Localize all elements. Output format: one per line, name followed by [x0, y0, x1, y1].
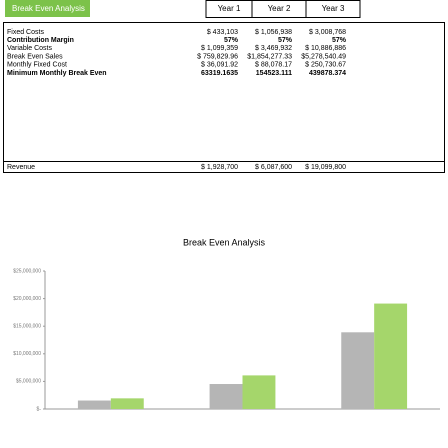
- cell-value: $ 19,099,800: [305, 164, 346, 171]
- y-tick-label: $15,000,000: [13, 324, 41, 330]
- cell-value: $ 250,730.67: [305, 62, 346, 69]
- year-header: Year 2: [268, 4, 291, 13]
- cell-value: $ 1,099,359: [201, 45, 238, 52]
- cell-value: 439878.374: [309, 70, 346, 77]
- row-label: Variable Costs: [7, 45, 53, 52]
- cell-value: $ 10,886,886: [305, 45, 346, 52]
- cell-value: 57%: [332, 37, 347, 44]
- row-label: Contribution Margin: [7, 37, 74, 44]
- bar: [77, 400, 111, 409]
- row-label: Revenue: [7, 164, 35, 171]
- year-header: Year 1: [218, 4, 241, 13]
- row-label: Fixed Costs: [7, 29, 44, 36]
- bar: [242, 375, 276, 409]
- year-header: Year 3: [322, 4, 345, 13]
- y-tick-label: $25,000,000: [13, 268, 41, 274]
- y-tick-label: $10,000,000: [13, 351, 41, 357]
- cell-value: $ 6,087,600: [255, 164, 292, 171]
- cell-value: 57%: [278, 37, 293, 44]
- cell-value: $5,278,540.49: [301, 53, 346, 60]
- row-label: Minimum Monthly Break Even: [7, 70, 107, 77]
- y-tick-label: $5,000,000: [16, 379, 41, 385]
- bar: [341, 332, 375, 409]
- y-tick-label: $-: [37, 406, 42, 412]
- year-cell: [305, 0, 361, 18]
- row-label: Break Even Sales: [7, 53, 63, 60]
- chart-title: Break Even Analysis: [183, 237, 266, 247]
- cell-value: $ 1,928,700: [201, 164, 238, 171]
- cell-value: 63319.1635: [201, 70, 238, 77]
- bar: [209, 384, 243, 409]
- cell-value: $ 3,469,932: [255, 45, 292, 52]
- cell-value: 57%: [224, 37, 239, 44]
- bar: [110, 398, 144, 409]
- sheet-title: Break Even Analysis: [12, 4, 85, 13]
- cell-value: $ 433,103: [207, 29, 238, 36]
- bar: [374, 303, 408, 409]
- cell-value: $ 759,829.96: [197, 53, 238, 60]
- cell-value: $1,854,277.33: [247, 53, 292, 60]
- title-cell: [5, 0, 90, 17]
- revenue-row-border: [3, 161, 445, 173]
- y-tick-label: $20,000,000: [13, 296, 41, 302]
- cell-value: $ 3,008,768: [309, 29, 346, 36]
- cell-value: $ 36,091.92: [201, 62, 238, 69]
- cell-value: 154523.111: [256, 70, 292, 77]
- cell-value: $ 1,056,938: [255, 29, 292, 36]
- cell-value: $ 88,078.17: [255, 62, 292, 69]
- row-label: Monthly Fixed Cost: [7, 62, 67, 69]
